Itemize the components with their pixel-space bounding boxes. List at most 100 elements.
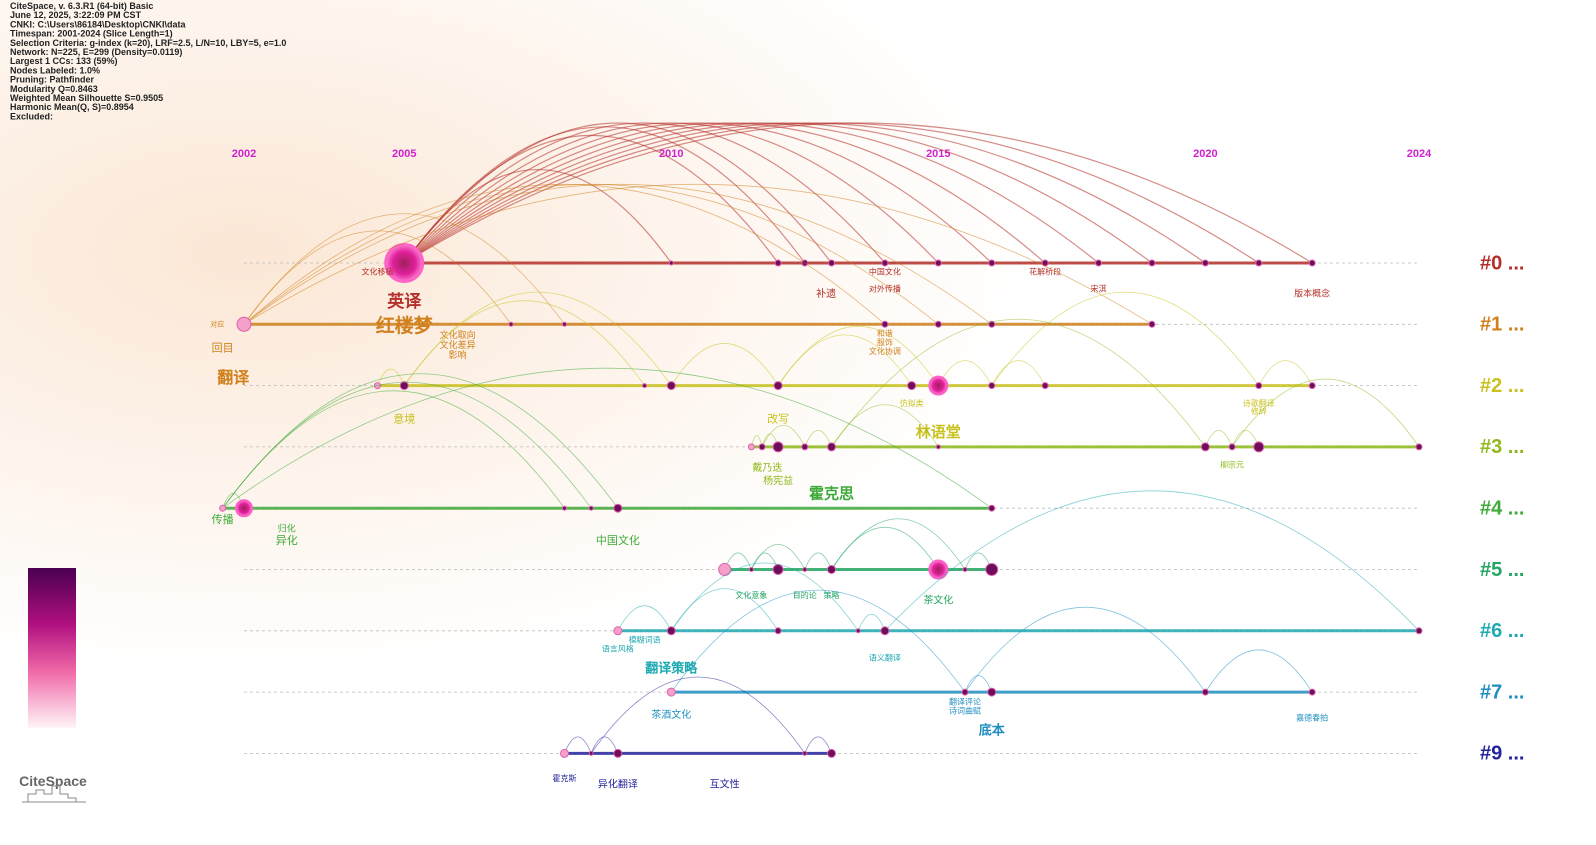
node bbox=[1201, 688, 1209, 696]
info-line: CiteSpace, v. 6.3.R1 (64-bit) Basic bbox=[10, 1, 153, 11]
node bbox=[235, 499, 253, 518]
node-label: 翻译策略 bbox=[645, 660, 698, 676]
node-label: 茶酒文化 bbox=[651, 708, 691, 721]
cluster-label: #2 ... bbox=[1480, 375, 1524, 397]
node-label: 柳宗元 bbox=[1220, 459, 1244, 469]
node bbox=[934, 320, 942, 328]
node bbox=[219, 504, 227, 512]
node bbox=[384, 243, 425, 283]
link-arc bbox=[403, 122, 1153, 264]
node-label: 底本 bbox=[979, 723, 1005, 739]
node bbox=[774, 627, 782, 635]
link-arc bbox=[222, 381, 592, 509]
x-tick-label: 2002 bbox=[232, 148, 256, 160]
node bbox=[1255, 259, 1263, 267]
node-label: 修辞 bbox=[1251, 406, 1267, 416]
node-label: 策略 bbox=[824, 590, 840, 600]
node-label: 杨宪益 bbox=[763, 474, 793, 487]
node bbox=[1415, 443, 1423, 451]
node bbox=[588, 750, 594, 756]
x-tick-label: 2010 bbox=[659, 148, 683, 160]
node bbox=[508, 321, 514, 327]
node-label: 对应 bbox=[210, 319, 224, 328]
node-label: 回目 bbox=[212, 341, 234, 354]
node bbox=[666, 381, 676, 391]
node-label: 宋淇 bbox=[1091, 284, 1107, 294]
node bbox=[613, 748, 623, 758]
node bbox=[827, 442, 836, 452]
year-color-legend bbox=[28, 568, 76, 728]
node-label: 对外传播 bbox=[869, 284, 901, 294]
info-line: Network: N=225, E=299 (Density=0.0119) bbox=[10, 47, 182, 57]
node bbox=[1253, 441, 1265, 453]
cluster-label: #3 ... bbox=[1480, 436, 1524, 458]
info-line: Nodes Labeled: 1.0% bbox=[10, 65, 100, 75]
node-label: 补遗 bbox=[816, 287, 836, 300]
node bbox=[642, 383, 648, 389]
node-label: 红楼梦 bbox=[376, 314, 434, 337]
node bbox=[772, 564, 784, 575]
node-label: 模糊词语 bbox=[629, 634, 661, 644]
node bbox=[961, 688, 969, 696]
node bbox=[881, 320, 889, 328]
node-label: 目的论 bbox=[793, 590, 817, 600]
node bbox=[935, 444, 941, 450]
link-arc bbox=[831, 518, 966, 570]
link-arc bbox=[564, 736, 592, 754]
node bbox=[588, 505, 594, 511]
node bbox=[880, 626, 890, 636]
node-label: 意境 bbox=[393, 412, 415, 426]
node bbox=[1308, 259, 1316, 267]
node-label: 文化意象 bbox=[735, 590, 767, 600]
cluster-label: #6 ... bbox=[1480, 620, 1524, 642]
node bbox=[774, 259, 782, 267]
link-arc bbox=[243, 183, 1153, 325]
link-arc bbox=[761, 425, 806, 448]
node bbox=[801, 443, 809, 451]
link-arc bbox=[804, 736, 832, 754]
node bbox=[1200, 442, 1210, 452]
node bbox=[613, 503, 623, 513]
node bbox=[668, 260, 674, 266]
node bbox=[987, 687, 997, 697]
link-arc bbox=[403, 122, 1046, 264]
node-label: 翻译 bbox=[217, 368, 250, 387]
info-line: Modularity Q=0.8463 bbox=[10, 84, 98, 94]
info-line: Harmonic Mean(Q, S)=0.8954 bbox=[10, 102, 134, 112]
info-line: Pruning: Pathfinder bbox=[10, 75, 94, 85]
node bbox=[1201, 259, 1209, 267]
cluster-label: #4 ... bbox=[1480, 497, 1524, 519]
link-arc bbox=[590, 676, 806, 754]
cluster-label: #5 ... bbox=[1480, 559, 1524, 581]
x-tick-label: 2015 bbox=[926, 148, 950, 160]
node-label: 互文性 bbox=[710, 777, 740, 790]
node bbox=[561, 321, 567, 327]
link-arc bbox=[403, 122, 993, 264]
node bbox=[773, 381, 783, 391]
x-tick-label: 2024 bbox=[1407, 148, 1432, 160]
node bbox=[758, 443, 766, 451]
info-line: CNKI: C:\Users\86184\Desktop\CNKI\data bbox=[10, 19, 187, 29]
node-label: 语义翻译 bbox=[869, 652, 901, 662]
node-label: 版本概念 bbox=[1294, 288, 1330, 300]
node-label: 诗歌翻译 bbox=[1243, 398, 1275, 408]
cluster-label: #0 ... bbox=[1480, 252, 1524, 274]
link-arc bbox=[222, 367, 992, 509]
info-line: Selection Criteria: g-index (k=20), LRF=… bbox=[10, 38, 286, 48]
node bbox=[802, 750, 808, 756]
node-label: 霍克斯 bbox=[552, 773, 576, 783]
node-label: 茶文化 bbox=[923, 594, 953, 607]
node-label: 文化协调 bbox=[869, 346, 901, 356]
info-line: Excluded: bbox=[10, 111, 53, 121]
node bbox=[855, 628, 861, 634]
node-label: 仿拟类 bbox=[900, 398, 924, 408]
link-arc bbox=[222, 373, 619, 509]
node bbox=[1148, 320, 1156, 328]
node-label: 语言风格 bbox=[602, 643, 634, 653]
node-label: 诗词曲赋 bbox=[949, 706, 981, 716]
link-arc bbox=[991, 360, 1046, 386]
link-arc bbox=[617, 605, 672, 631]
link-arc bbox=[1205, 649, 1313, 693]
link-arc bbox=[1204, 429, 1233, 448]
